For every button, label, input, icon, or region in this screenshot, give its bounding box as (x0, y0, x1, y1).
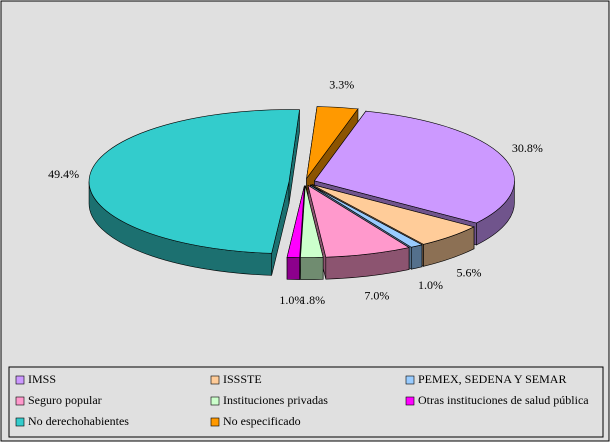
slice-side (411, 244, 423, 270)
slice (88, 109, 300, 254)
legend-swatch (405, 396, 415, 406)
slice (313, 110, 515, 224)
data-label: 30.8% (512, 141, 543, 155)
legend-label: ISSSTE (223, 372, 262, 386)
legend-label: Seguro popular (28, 393, 102, 407)
legend-swatch (405, 375, 415, 385)
slice (307, 184, 410, 258)
legend-swatch (15, 396, 25, 406)
pie: 30.8%5.6%1.0%7.0%1.8%1.0%49.4%3.3% (48, 78, 543, 307)
data-label: 1.0% (279, 293, 304, 307)
slice-side (300, 257, 324, 280)
legend-label: Otras instituciones de salud pública (418, 393, 589, 407)
legend-label: IMSS (28, 372, 56, 386)
slice (286, 185, 305, 258)
slice (300, 185, 324, 258)
legend-swatch (210, 396, 220, 406)
legend-swatch (15, 417, 25, 427)
legend-label: No especificado (223, 414, 301, 428)
data-label: 1.8% (300, 293, 325, 307)
legend-swatch (210, 417, 220, 427)
legend-label: No derechohabientes (28, 414, 129, 428)
data-label: 7.0% (364, 288, 389, 302)
data-label: 49.4% (48, 167, 79, 181)
slice (306, 106, 359, 179)
legend-swatch (210, 375, 220, 385)
legend-label: Instituciones privadas (223, 393, 328, 407)
slice-side (286, 257, 300, 280)
legend-swatch (15, 375, 25, 385)
legend: IMSS ISSSTE PEMEX, SEDENA Y SEMAR Seguro po… (15, 372, 589, 428)
data-label: 1.0% (418, 278, 443, 292)
legend-box (8, 366, 604, 438)
slice (310, 184, 423, 248)
legend-label: PEMEX, SEDENA Y SEMAR (418, 372, 566, 386)
data-label: 5.6% (457, 266, 482, 280)
data-label: 3.3% (329, 78, 354, 92)
slice (311, 184, 475, 245)
